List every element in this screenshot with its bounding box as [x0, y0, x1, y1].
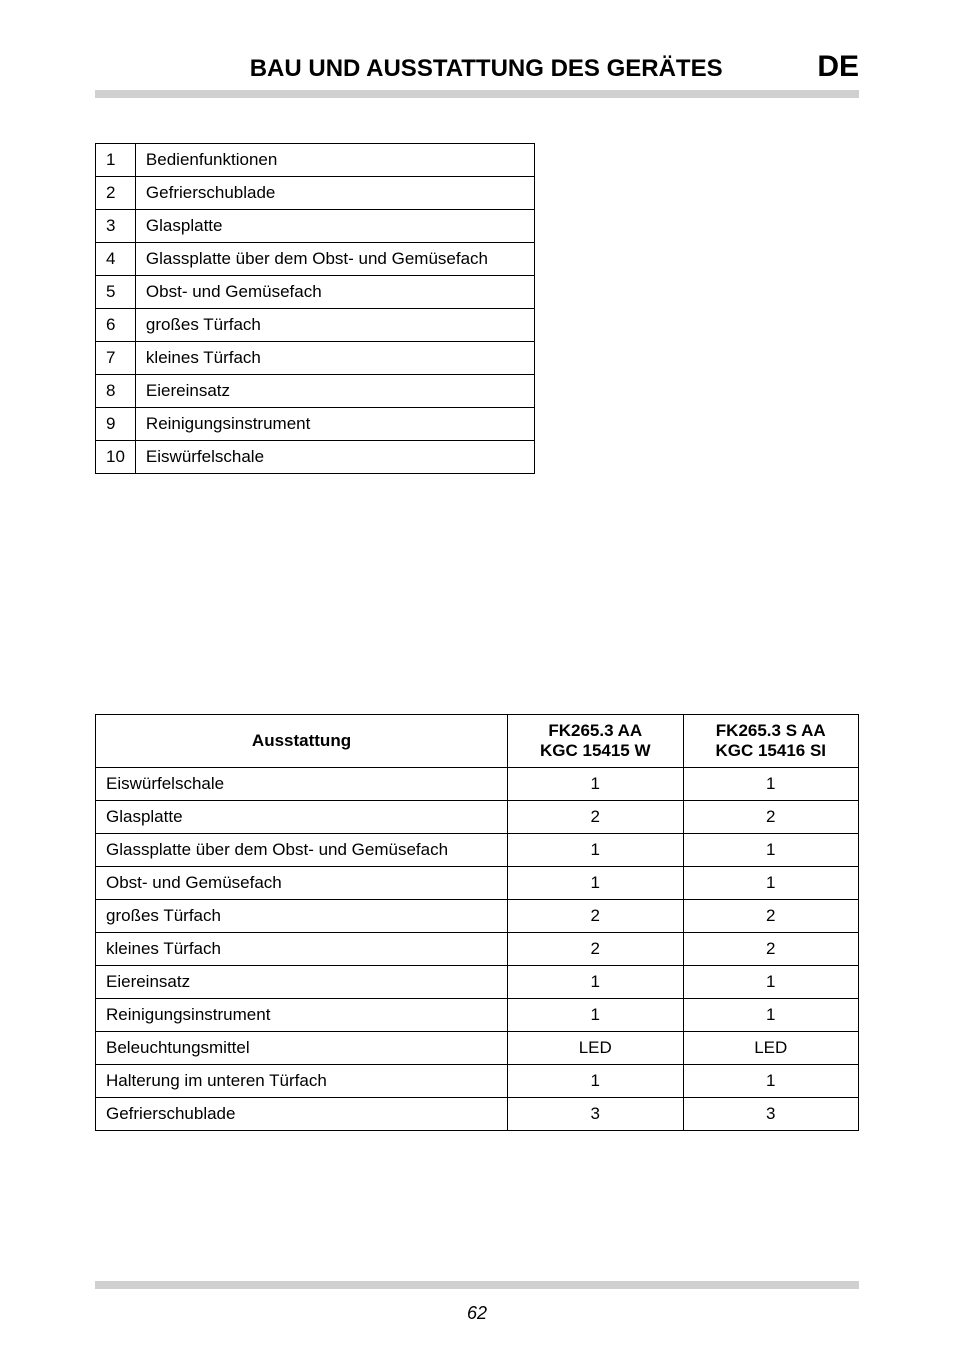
equip-val-b: 1: [683, 999, 859, 1032]
part-label: Eiswürfelschale: [135, 441, 534, 474]
part-label: Bedienfunktionen: [135, 144, 534, 177]
parts-table: 1Bedienfunktionen 2Gefrierschublade 3Gla…: [95, 143, 535, 474]
page-language: DE: [817, 50, 859, 84]
part-label: Glasplatte: [135, 210, 534, 243]
equip-label: Beleuchtungsmittel: [96, 1032, 508, 1065]
table-row: Glasplatte22: [96, 801, 859, 834]
equip-val-b: 2: [683, 933, 859, 966]
part-label: großes Türfach: [135, 309, 534, 342]
part-number: 9: [96, 408, 136, 441]
equip-val-a: 1: [508, 966, 683, 999]
col-header-model-a: FK265.3 AA KGC 15415 W: [508, 715, 683, 768]
table-row: Glassplatte über dem Obst- und Gemüsefac…: [96, 834, 859, 867]
model-a-line1: FK265.3 AA: [548, 721, 642, 740]
model-a-line2: KGC 15415 W: [540, 741, 651, 760]
equip-val-a: 1: [508, 999, 683, 1032]
equip-label: Eiswürfelschale: [96, 768, 508, 801]
table-row: 6großes Türfach: [96, 309, 535, 342]
equip-val-b: 1: [683, 966, 859, 999]
part-number: 7: [96, 342, 136, 375]
equip-val-a: 2: [508, 900, 683, 933]
col-header-ausstattung: Ausstattung: [96, 715, 508, 768]
part-label: Gefrierschublade: [135, 177, 534, 210]
part-label: Glassplatte über dem Obst- und Gemüsefac…: [135, 243, 534, 276]
equip-val-a: 2: [508, 801, 683, 834]
part-number: 1: [96, 144, 136, 177]
table-row: 9Reinigungsinstrument: [96, 408, 535, 441]
model-b-line2: KGC 15416 SI: [715, 741, 826, 760]
equip-label: Glasplatte: [96, 801, 508, 834]
equip-label: kleines Türfach: [96, 933, 508, 966]
equip-val-a: LED: [508, 1032, 683, 1065]
table-row: 10Eiswürfelschale: [96, 441, 535, 474]
part-number: 4: [96, 243, 136, 276]
table-row: 4Glassplatte über dem Obst- und Gemüsefa…: [96, 243, 535, 276]
footer-divider: [95, 1281, 859, 1289]
equip-val-a: 1: [508, 1065, 683, 1098]
equip-val-a: 1: [508, 867, 683, 900]
part-number: 8: [96, 375, 136, 408]
page-title: BAU UND AUSSTATTUNG DES GERÄTES: [95, 55, 817, 83]
part-label: Reinigungsinstrument: [135, 408, 534, 441]
table-row: 3Glasplatte: [96, 210, 535, 243]
equip-label: Gefrierschublade: [96, 1098, 508, 1131]
equipment-table: Ausstattung FK265.3 AA KGC 15415 W FK265…: [95, 714, 859, 1131]
table-row: Reinigungsinstrument11: [96, 999, 859, 1032]
equip-label: Eiereinsatz: [96, 966, 508, 999]
table-row: Obst- und Gemüsefach11: [96, 867, 859, 900]
equip-val-a: 1: [508, 768, 683, 801]
part-number: 5: [96, 276, 136, 309]
model-b-line1: FK265.3 S AA: [716, 721, 826, 740]
table-row: Eiereinsatz11: [96, 966, 859, 999]
equip-label: Obst- und Gemüsefach: [96, 867, 508, 900]
table-row: kleines Türfach22: [96, 933, 859, 966]
equip-val-a: 2: [508, 933, 683, 966]
equip-val-b: LED: [683, 1032, 859, 1065]
equip-label: Glassplatte über dem Obst- und Gemüsefac…: [96, 834, 508, 867]
table-row: Halterung im unteren Türfach11: [96, 1065, 859, 1098]
table-row: Gefrierschublade33: [96, 1098, 859, 1131]
equip-val-b: 2: [683, 801, 859, 834]
equip-val-b: 1: [683, 768, 859, 801]
table-row: Eiswürfelschale11: [96, 768, 859, 801]
equip-label: Halterung im unteren Türfach: [96, 1065, 508, 1098]
equip-val-b: 1: [683, 867, 859, 900]
equip-label: Reinigungsinstrument: [96, 999, 508, 1032]
part-number: 6: [96, 309, 136, 342]
header-divider: [95, 90, 859, 98]
table-row: 2Gefrierschublade: [96, 177, 535, 210]
table-row: großes Türfach22: [96, 900, 859, 933]
part-label: Obst- und Gemüsefach: [135, 276, 534, 309]
equip-label: großes Türfach: [96, 900, 508, 933]
table-row: 7kleines Türfach: [96, 342, 535, 375]
equip-val-b: 1: [683, 834, 859, 867]
page-header: BAU UND AUSSTATTUNG DES GERÄTES DE: [95, 50, 859, 84]
part-label: Eiereinsatz: [135, 375, 534, 408]
equip-val-a: 1: [508, 834, 683, 867]
equip-val-a: 3: [508, 1098, 683, 1131]
equip-val-b: 1: [683, 1065, 859, 1098]
part-number: 2: [96, 177, 136, 210]
part-number: 3: [96, 210, 136, 243]
page-number: 62: [0, 1303, 954, 1324]
table-row: 1Bedienfunktionen: [96, 144, 535, 177]
table-row: BeleuchtungsmittelLEDLED: [96, 1032, 859, 1065]
table-row: 5Obst- und Gemüsefach: [96, 276, 535, 309]
col-header-model-b: FK265.3 S AA KGC 15416 SI: [683, 715, 859, 768]
equip-val-b: 2: [683, 900, 859, 933]
part-number: 10: [96, 441, 136, 474]
part-label: kleines Türfach: [135, 342, 534, 375]
table-row: 8Eiereinsatz: [96, 375, 535, 408]
equip-val-b: 3: [683, 1098, 859, 1131]
table-header-row: Ausstattung FK265.3 AA KGC 15415 W FK265…: [96, 715, 859, 768]
